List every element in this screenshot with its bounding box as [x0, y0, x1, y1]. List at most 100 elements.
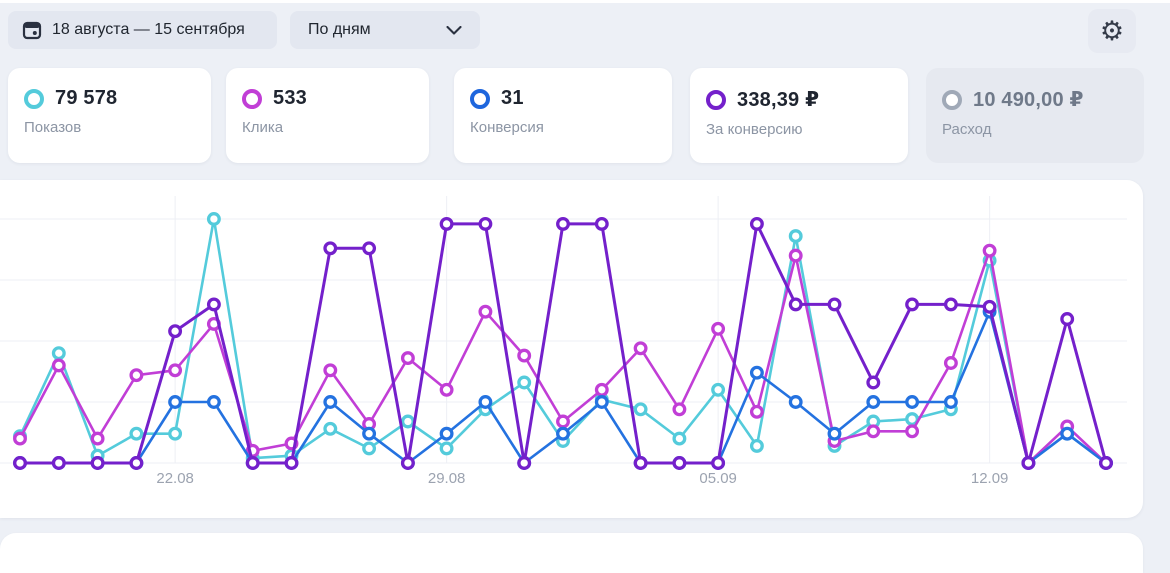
metric-value: 31 — [501, 87, 524, 109]
data-point-conversions[interactable] — [827, 426, 842, 441]
data-point-impressions[interactable] — [633, 402, 648, 417]
data-point-impressions[interactable] — [517, 375, 532, 390]
data-point-clicks[interactable] — [594, 382, 609, 397]
data-point-clicks[interactable] — [943, 356, 958, 370]
data-point-cost_per_conversion[interactable] — [633, 456, 648, 470]
data-point-impressions[interactable] — [788, 229, 803, 244]
data-point-conversions[interactable] — [439, 426, 454, 441]
data-point-conversions[interactable] — [866, 395, 881, 409]
data-point-conversions[interactable] — [1060, 426, 1075, 441]
data-point-clicks[interactable] — [129, 368, 144, 383]
data-point-cost_per_conversion[interactable] — [672, 456, 687, 470]
metric-card-impressions[interactable]: 79 578 Показов — [8, 68, 211, 163]
data-point-cost_per_conversion[interactable] — [788, 297, 803, 312]
metric-value: 533 — [273, 87, 307, 109]
data-point-impressions[interactable] — [711, 382, 726, 397]
data-point-cost_per_conversion[interactable] — [1060, 312, 1075, 326]
data-point-cost_per_conversion[interactable] — [245, 456, 260, 470]
data-point-cost_per_conversion[interactable] — [129, 456, 144, 470]
data-point-clicks[interactable] — [905, 424, 920, 439]
data-point-clicks[interactable] — [788, 248, 803, 263]
data-point-conversions[interactable] — [556, 426, 570, 441]
data-point-cost_per_conversion[interactable] — [1099, 456, 1113, 470]
data-point-cost_per_conversion[interactable] — [711, 456, 726, 470]
data-point-clicks[interactable] — [90, 431, 105, 446]
data-point-impressions[interactable] — [362, 441, 377, 456]
data-point-cost_per_conversion[interactable] — [206, 297, 221, 312]
data-point-conversions[interactable] — [594, 395, 609, 409]
data-point-conversions[interactable] — [168, 395, 183, 409]
data-point-clicks[interactable] — [323, 363, 338, 378]
data-point-clicks[interactable] — [168, 363, 183, 378]
data-point-clicks[interactable] — [866, 424, 881, 439]
data-point-cost_per_conversion[interactable] — [1021, 456, 1036, 470]
data-point-clicks[interactable] — [51, 358, 66, 373]
data-point-cost_per_conversion[interactable] — [323, 241, 338, 256]
data-point-clicks[interactable] — [439, 382, 454, 397]
x-axis-label: 29.08 — [428, 470, 466, 487]
data-point-clicks[interactable] — [672, 402, 687, 417]
metric-card-clicks[interactable]: 533 Клика — [226, 68, 429, 163]
data-point-impressions[interactable] — [439, 441, 454, 456]
settings-button[interactable]: ⚙ — [1088, 9, 1136, 53]
data-point-clicks[interactable] — [13, 431, 27, 446]
data-point-cost_per_conversion[interactable] — [749, 216, 764, 231]
metric-card-cost-per-conversion[interactable]: 338,39 ₽ За конверсию — [690, 68, 908, 163]
date-range-label: 18 августа — 15 сентября — [52, 21, 245, 38]
date-range-picker[interactable]: 18 августа — 15 сентября — [8, 11, 277, 49]
data-point-clicks[interactable] — [400, 351, 415, 366]
data-point-clicks[interactable] — [517, 348, 532, 363]
data-point-conversions[interactable] — [943, 395, 958, 409]
granularity-value: По дням — [308, 21, 371, 38]
data-point-conversions[interactable] — [788, 395, 803, 409]
data-point-impressions[interactable] — [672, 431, 687, 446]
data-point-cost_per_conversion[interactable] — [168, 324, 183, 339]
metric-ring-icon — [242, 88, 262, 109]
data-point-conversions[interactable] — [905, 395, 920, 409]
data-point-cost_per_conversion[interactable] — [594, 216, 609, 231]
data-point-cost_per_conversion[interactable] — [51, 456, 66, 470]
data-point-clicks[interactable] — [556, 414, 570, 429]
data-point-conversions[interactable] — [206, 395, 221, 409]
data-point-impressions[interactable] — [51, 346, 66, 361]
data-point-cost_per_conversion[interactable] — [517, 456, 532, 470]
data-point-clicks[interactable] — [711, 321, 726, 336]
metric-card-spend[interactable]: 10 490,00 ₽ Расход — [926, 68, 1144, 163]
data-point-cost_per_conversion[interactable] — [90, 456, 105, 470]
data-point-impressions[interactable] — [400, 414, 415, 429]
data-point-clicks[interactable] — [749, 404, 764, 419]
metric-value: 338,39 ₽ — [737, 89, 820, 111]
data-point-cost_per_conversion[interactable] — [478, 216, 493, 231]
data-point-conversions[interactable] — [478, 395, 493, 409]
metric-card-conversions[interactable]: 31 Конверсия — [454, 68, 672, 163]
metric-label: Клика — [242, 119, 284, 136]
data-point-cost_per_conversion[interactable] — [827, 297, 842, 312]
toolbar: 18 августа — 15 сентября По дням ⚙ — [0, 3, 1170, 63]
next-section-card — [0, 533, 1143, 573]
data-point-cost_per_conversion[interactable] — [943, 297, 958, 312]
data-point-cost_per_conversion[interactable] — [866, 375, 881, 390]
data-point-impressions[interactable] — [206, 212, 221, 226]
data-point-clicks[interactable] — [633, 341, 648, 356]
data-point-cost_per_conversion[interactable] — [284, 456, 299, 470]
data-point-impressions[interactable] — [323, 421, 338, 436]
data-point-cost_per_conversion[interactable] — [13, 456, 27, 470]
data-point-cost_per_conversion[interactable] — [362, 241, 377, 256]
data-point-clicks[interactable] — [478, 304, 493, 319]
data-point-cost_per_conversion[interactable] — [439, 216, 454, 231]
metric-label: Расход — [942, 121, 992, 138]
data-point-impressions[interactable] — [129, 426, 144, 441]
data-point-clicks[interactable] — [982, 243, 997, 258]
data-point-conversions[interactable] — [362, 426, 377, 441]
data-point-conversions[interactable] — [323, 395, 338, 409]
data-point-cost_per_conversion[interactable] — [400, 456, 415, 470]
granularity-select[interactable]: По дням — [290, 11, 480, 49]
traffic-line-chart[interactable]: 22.08 29.08 05.09 12.09 — [0, 180, 1143, 518]
data-point-cost_per_conversion[interactable] — [905, 297, 920, 312]
data-point-cost_per_conversion[interactable] — [982, 299, 997, 314]
data-point-impressions[interactable] — [749, 438, 764, 453]
data-point-cost_per_conversion[interactable] — [556, 216, 570, 231]
data-point-conversions[interactable] — [749, 365, 764, 380]
data-point-impressions[interactable] — [168, 426, 183, 441]
